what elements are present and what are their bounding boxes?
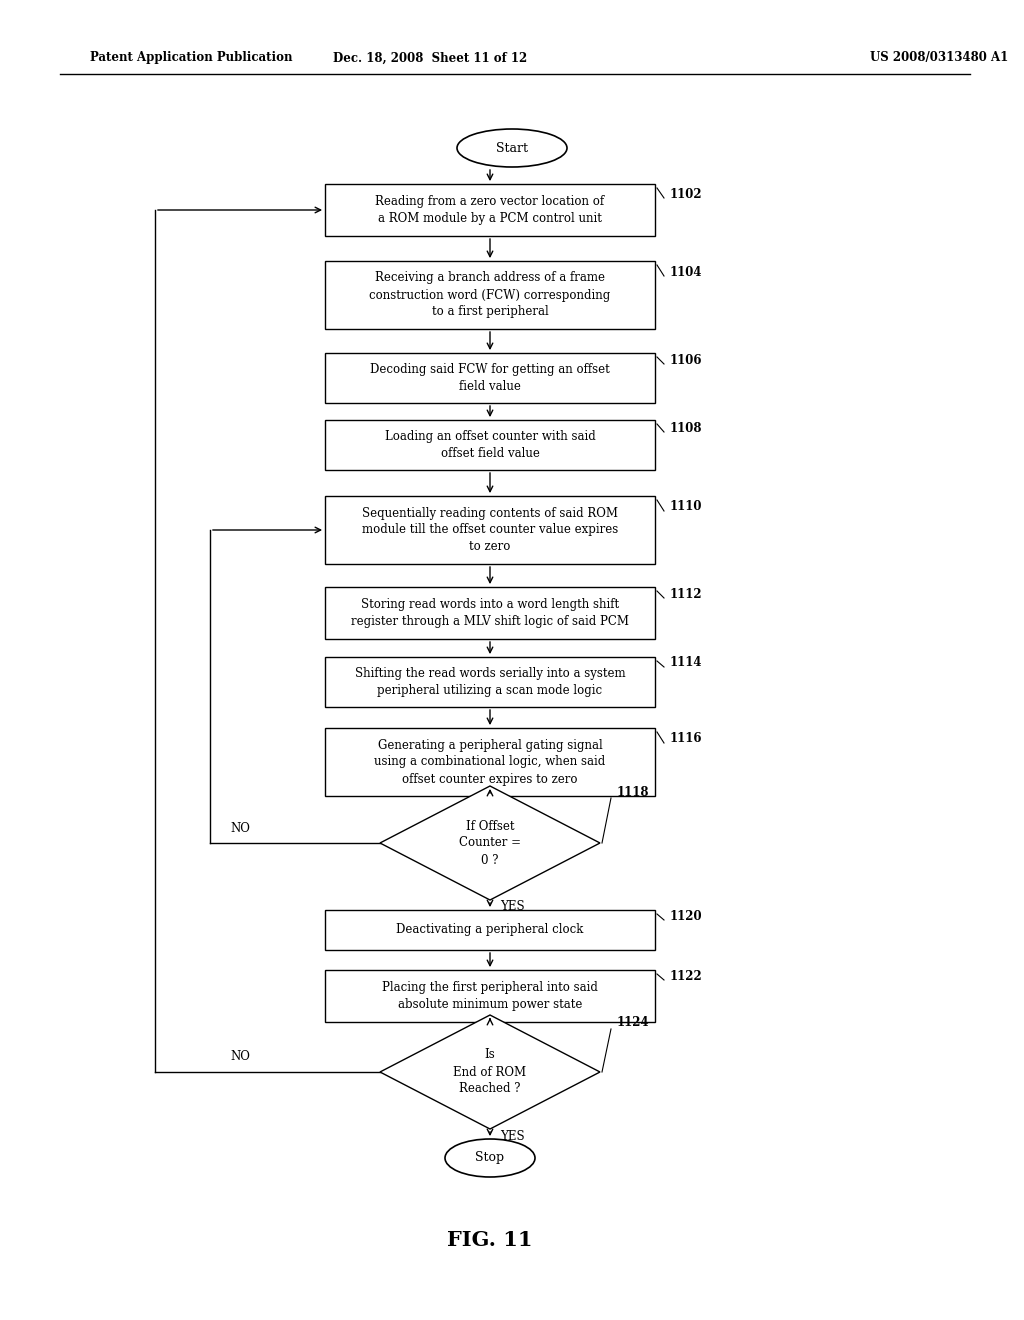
Text: Patent Application Publication: Patent Application Publication (90, 51, 293, 65)
Text: 1120: 1120 (670, 909, 702, 923)
Text: Reading from a zero vector location of
a ROM module by a PCM control unit: Reading from a zero vector location of a… (376, 195, 604, 224)
Text: Decoding said FCW for getting an offset
field value: Decoding said FCW for getting an offset … (370, 363, 610, 393)
Text: Shifting the read words serially into a system
peripheral utilizing a scan mode : Shifting the read words serially into a … (354, 667, 626, 697)
Text: 1112: 1112 (670, 587, 702, 601)
Text: NO: NO (230, 1049, 250, 1063)
Text: Deactivating a peripheral clock: Deactivating a peripheral clock (396, 924, 584, 936)
Text: Dec. 18, 2008  Sheet 11 of 12: Dec. 18, 2008 Sheet 11 of 12 (333, 51, 527, 65)
Text: 1114: 1114 (670, 656, 702, 669)
Bar (325, 183, 655, 236)
Bar (325, 729, 655, 796)
Ellipse shape (445, 1139, 535, 1177)
Text: 1106: 1106 (670, 354, 702, 367)
Text: Placing the first peripheral into said
absolute minimum power state: Placing the first peripheral into said a… (382, 981, 598, 1011)
Text: Receiving a branch address of a frame
construction word (FCW) corresponding
to a: Receiving a branch address of a frame co… (370, 272, 610, 318)
Polygon shape (380, 785, 600, 900)
Bar (325, 261, 655, 329)
Bar (325, 587, 655, 639)
Text: 1108: 1108 (670, 421, 702, 434)
Text: US 2008/0313480 A1: US 2008/0313480 A1 (870, 51, 1009, 65)
Bar (325, 657, 655, 708)
Polygon shape (380, 1015, 600, 1129)
Text: Sequentially reading contents of said ROM
module till the offset counter value e: Sequentially reading contents of said RO… (361, 507, 618, 553)
Text: 1124: 1124 (617, 1016, 649, 1030)
Bar (325, 496, 655, 564)
Bar (325, 420, 655, 470)
Ellipse shape (457, 129, 567, 168)
Text: YES: YES (500, 900, 524, 913)
Text: Stop: Stop (475, 1151, 505, 1164)
Text: Is
End of ROM
Reached ?: Is End of ROM Reached ? (454, 1048, 526, 1096)
Text: 1122: 1122 (670, 969, 702, 982)
Bar (325, 909, 655, 950)
Text: Start: Start (496, 141, 528, 154)
Text: 1102: 1102 (670, 187, 702, 201)
Text: If Offset
Counter =
0 ?: If Offset Counter = 0 ? (459, 820, 521, 866)
Text: 1110: 1110 (670, 500, 702, 513)
Text: 1104: 1104 (670, 265, 702, 279)
Bar (325, 352, 655, 403)
Text: Generating a peripheral gating signal
using a combinational logic, when said
off: Generating a peripheral gating signal us… (375, 738, 605, 785)
Text: Loading an offset counter with said
offset field value: Loading an offset counter with said offs… (385, 430, 595, 459)
Text: 1118: 1118 (617, 785, 649, 799)
Text: NO: NO (230, 822, 250, 836)
Text: FIG. 11: FIG. 11 (447, 1230, 532, 1250)
Text: Storing read words into a word length shift
register through a MLV shift logic o: Storing read words into a word length sh… (351, 598, 629, 628)
Text: 1116: 1116 (670, 733, 702, 746)
Bar (325, 970, 655, 1022)
Text: YES: YES (500, 1130, 524, 1143)
